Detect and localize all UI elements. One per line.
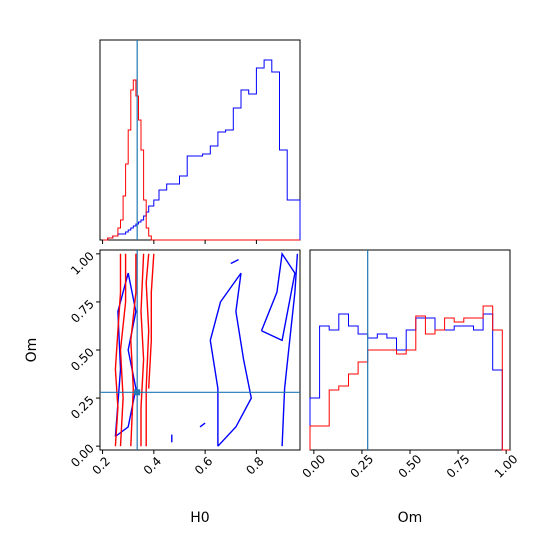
om-hist-series-a [309,305,510,451]
contour-series-a [145,253,150,447]
om-axis-label: Om [398,510,423,526]
h0-axis-label: H0 [190,510,209,526]
contour-series-a [119,253,127,447]
om-tick-label: 0.25 [348,452,377,481]
om-ytick-label: 1.00 [68,249,97,278]
h0-tick-label: 0.8 [243,454,266,477]
contour-series-a [140,253,145,447]
contour-series-a [130,253,137,447]
contour-series-b [230,258,239,265]
om-ytick-label: 0.50 [68,345,97,374]
h0-tick-label: 0.6 [192,454,215,477]
h0-hist-series-b [102,59,301,241]
contour-lines [114,251,299,447]
contour-series-b [209,272,253,447]
contour-series-b [199,422,206,428]
contour-series-b [260,251,296,342]
h0-tick-label: 0.4 [141,454,164,477]
contour-series-b [281,253,299,447]
contour-series-b [114,272,137,438]
om-tick-label: 0.75 [444,452,473,481]
h0-tick-label: 0.2 [89,454,112,477]
contour-series-a [148,253,155,389]
om-tick-label: 0.00 [299,452,328,481]
om-tick-label: 0.50 [396,452,425,481]
contour-series-a [114,253,122,447]
h0-om-contour-panel: 0.2 0.4 0.6 0.80.000.250.500.751.00 [68,249,301,477]
h0-hist-frame [99,39,301,241]
om-y-axis-label: Om [24,338,40,363]
om-ytick-label: 0.75 [68,297,97,326]
om-ytick-label: 0.25 [68,393,97,422]
contour-truth-point [134,389,141,396]
om-histogram-panel: 0.00 0.25 0.50 0.75 1.00 [299,249,521,481]
om-tick-label: 1.00 [492,452,521,481]
h0-hist-series-a [102,79,300,241]
om-hist-series-b [309,313,510,451]
h0-histogram-panel [99,39,301,244]
